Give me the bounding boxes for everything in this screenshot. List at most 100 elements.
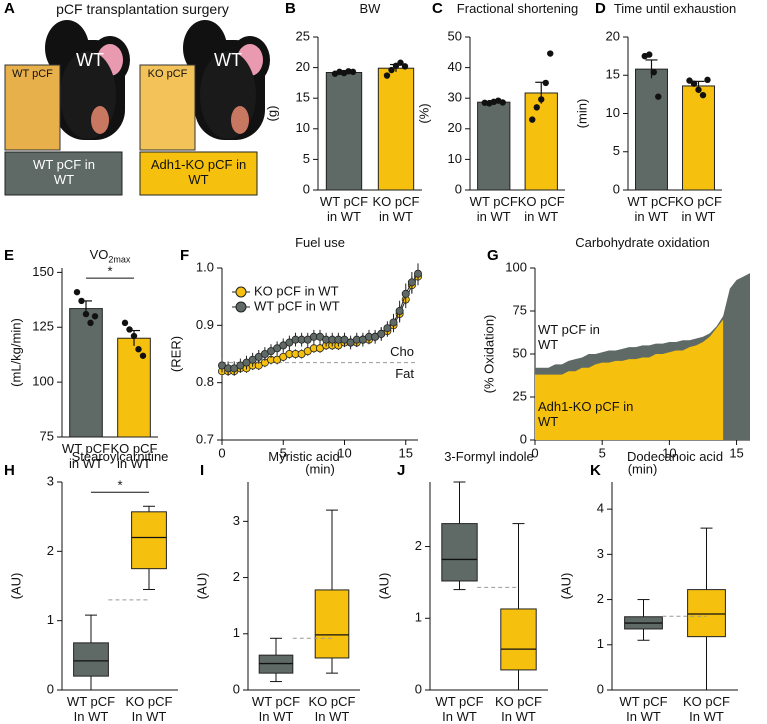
box bbox=[441, 523, 478, 582]
x-tick-label: WT pCF In WT bbox=[251, 694, 301, 724]
y-tick-label: 100 bbox=[505, 259, 527, 274]
heart bbox=[231, 106, 249, 134]
y-axis-label: (min) bbox=[574, 99, 589, 129]
x-tick-label: KO pCF In WT bbox=[308, 694, 356, 724]
marker bbox=[377, 329, 386, 338]
chart-title: Stearoylcarnitine bbox=[71, 449, 169, 464]
panel-letter: K bbox=[590, 462, 601, 479]
box bbox=[131, 511, 167, 570]
y-tick-label: 40 bbox=[448, 59, 462, 74]
panel-letter: B bbox=[285, 0, 296, 17]
annotation: Cho bbox=[390, 344, 414, 359]
data-point bbox=[87, 319, 94, 327]
data-point bbox=[130, 332, 138, 340]
bar bbox=[635, 68, 668, 191]
x-tick-label: 0 bbox=[218, 445, 225, 460]
bar bbox=[325, 71, 363, 191]
data-point bbox=[690, 80, 698, 87]
y-tick-label: 50 bbox=[513, 345, 527, 360]
y-axis-label: (RER) bbox=[168, 336, 183, 372]
y-tick-label: 1 bbox=[597, 636, 604, 651]
marker bbox=[389, 318, 398, 327]
y-tick-label: 2 bbox=[415, 538, 422, 553]
y-tick-label: 100 bbox=[32, 374, 54, 389]
x-axis-label: (min) bbox=[628, 461, 658, 476]
data-point bbox=[547, 50, 554, 57]
marker bbox=[413, 269, 422, 278]
data-point bbox=[650, 68, 657, 76]
data-point bbox=[349, 68, 357, 76]
heart bbox=[91, 106, 109, 134]
y-tick-label: 10 bbox=[296, 120, 310, 135]
x-tick-label: WT pCF in WT bbox=[627, 194, 676, 224]
group-box bbox=[4, 151, 123, 196]
box bbox=[73, 642, 109, 677]
legend-marker bbox=[235, 286, 247, 298]
y-tick-label: 20 bbox=[448, 120, 462, 135]
y-axis-label: (mL/kg/min) bbox=[8, 318, 23, 387]
y-tick-label: 30 bbox=[448, 90, 462, 105]
chart-title: Myristic acid bbox=[268, 449, 340, 464]
y-tick-label: 0 bbox=[613, 181, 620, 196]
legend-marker bbox=[235, 301, 247, 313]
title-main: VO bbox=[89, 247, 109, 262]
panel-letter: J bbox=[397, 462, 406, 479]
y-tick-label: 15 bbox=[606, 67, 620, 82]
box bbox=[500, 608, 537, 671]
y-tick-label: 1 bbox=[233, 625, 240, 640]
data-point bbox=[78, 297, 85, 305]
data-point bbox=[139, 352, 147, 359]
marker bbox=[407, 278, 416, 287]
y-tick-label: 0 bbox=[455, 181, 462, 196]
data-point bbox=[542, 79, 549, 87]
group-box bbox=[139, 151, 258, 196]
y-tick-label: 0 bbox=[415, 681, 422, 696]
y-tick-label: 0.9 bbox=[196, 317, 214, 332]
bar bbox=[117, 337, 151, 438]
y-tick-label: 2 bbox=[233, 569, 240, 584]
panel-letter: E bbox=[4, 247, 15, 264]
data-point bbox=[401, 63, 409, 70]
y-axis-label: (% Oxidation) bbox=[481, 315, 496, 394]
y-tick-label: 2 bbox=[597, 591, 604, 606]
y-tick-label: 4 bbox=[597, 501, 604, 516]
chart-title: VO2max bbox=[60, 247, 160, 265]
chart-title: Dodecanoic acid bbox=[626, 449, 724, 464]
x-tick-label: KO pCF in WT bbox=[372, 194, 420, 224]
x-tick-label: 15 bbox=[729, 445, 743, 460]
y-tick-label: 1.0 bbox=[196, 259, 214, 274]
data-point bbox=[397, 59, 404, 66]
data-point bbox=[126, 326, 133, 333]
box bbox=[687, 589, 726, 638]
illustration-title: pCF transplantation surgery bbox=[56, 1, 229, 17]
y-tick-label: 5 bbox=[613, 143, 620, 158]
y-tick-label: 3 bbox=[597, 546, 604, 561]
y-tick-label: 2 bbox=[47, 543, 54, 558]
y-tick-label: 75 bbox=[513, 302, 527, 317]
bar bbox=[377, 67, 415, 191]
chart-title: BW bbox=[359, 1, 381, 16]
chart-title: Carbohydrate oxidation bbox=[575, 235, 710, 250]
legend-label: KO pCF in WT bbox=[254, 283, 339, 298]
y-axis-label: (g) bbox=[264, 106, 279, 122]
x-tick-label: KO pCF in WT bbox=[517, 194, 565, 224]
data-point bbox=[82, 310, 90, 318]
y-tick-label: 10 bbox=[606, 105, 620, 120]
significance-label: * bbox=[107, 264, 112, 279]
inset-label: KO pCF bbox=[147, 68, 188, 80]
data-point bbox=[388, 66, 395, 74]
data-point bbox=[121, 319, 129, 327]
inset bbox=[139, 64, 196, 151]
y-tick-label: 3 bbox=[47, 473, 54, 488]
panel-letter: H bbox=[4, 462, 15, 479]
x-tick-label: WT pCF In WT bbox=[619, 694, 668, 724]
x-tick-label: WT pCF In WT bbox=[435, 694, 484, 724]
data-point bbox=[529, 116, 536, 123]
x-tick-label: WT pCF In WT bbox=[66, 694, 116, 724]
mouse-label: WT bbox=[214, 50, 242, 70]
data-point bbox=[695, 86, 702, 93]
series-label: Adh1-KO pCF in WT bbox=[538, 399, 634, 429]
y-tick-label: 50 bbox=[448, 28, 462, 43]
marker bbox=[401, 289, 410, 298]
